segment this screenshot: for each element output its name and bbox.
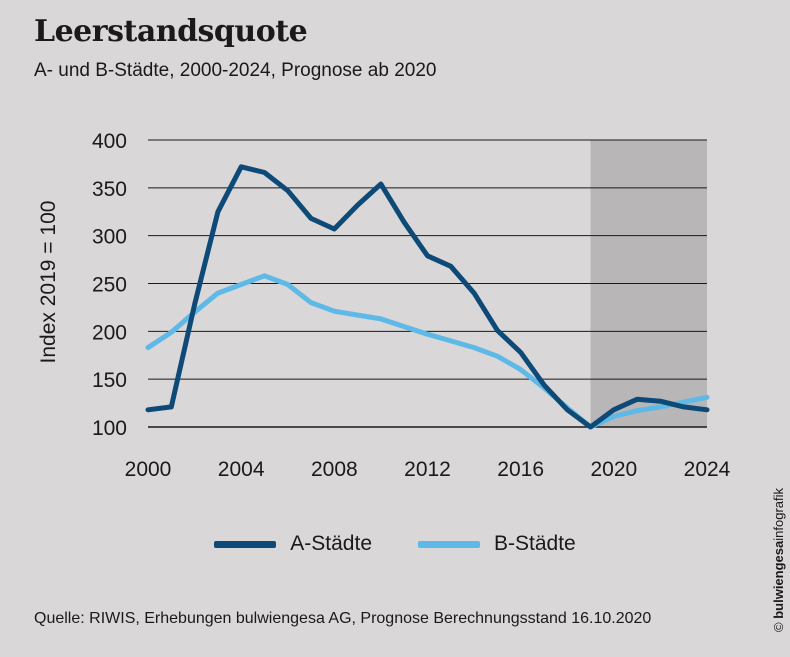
y-tick-label: 400 [92,130,127,153]
legend-item-a: A-Städte [214,532,372,556]
x-tick-label: 2024 [684,458,731,481]
y-tick-label: 200 [92,321,127,344]
x-tick-label: 2020 [590,458,637,481]
credit-symbol: © [771,622,786,632]
x-tick-label: 2004 [218,458,265,481]
chart-subtitle: A- und B-Städte, 2000-2024, Prognose ab … [34,60,437,81]
x-tick-label: 2012 [404,458,451,481]
credit-suffix: infografik [771,488,786,541]
x-tick-label: 2008 [311,458,358,481]
y-tick-label: 100 [92,417,127,440]
source-note: Quelle: RIWIS, Erhebungen bulwiengesa AG… [34,610,652,627]
credit-brand: bulwiengesa [771,540,786,619]
legend-label-b: B-Städte [494,532,576,555]
legend-item-b: B-Städte [418,532,576,556]
credit-line: © bulwiengesainfografik [771,488,786,632]
y-tick-label: 250 [92,274,127,297]
series-line-b-staedte [145,273,710,430]
y-tick-label: 150 [92,369,127,392]
series-line-a-staedte [145,164,710,430]
chart-title: Leerstandsquote [34,14,308,49]
legend-label-a: A-Städte [290,532,372,555]
legend-swatch-a [214,540,277,548]
y-tick-label: 300 [92,226,127,249]
legend-swatch-b [418,540,480,548]
x-tick-label: 2016 [497,458,544,481]
y-axis-label: Index 2019 = 100 [37,201,60,364]
chart-legend: A-Städte B-Städte [0,532,790,556]
y-tick-label: 350 [92,178,127,201]
x-tick-label: 2000 [125,458,172,481]
